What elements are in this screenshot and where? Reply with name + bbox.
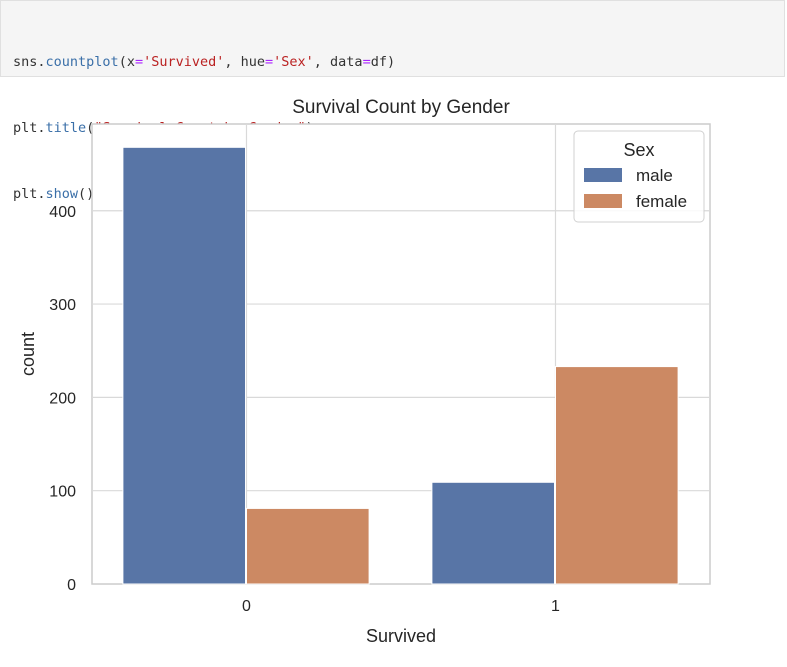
code-line-show: plt.show()	[13, 183, 772, 205]
code-token: , hue	[224, 54, 266, 70]
bar-female-1	[555, 366, 679, 585]
y-tick-label: 100	[49, 484, 76, 501]
code-token: =	[362, 54, 371, 70]
x-tick-label: 1	[551, 598, 560, 615]
y-axis-label: count	[18, 332, 38, 376]
legend: Sex male female	[573, 130, 705, 223]
code-token: countplot	[45, 54, 119, 70]
code-cell[interactable]: sns.countplot(x='Survived', hue='Sex', d…	[0, 0, 785, 202]
code-token: plt	[13, 120, 38, 136]
code-token: , data	[313, 54, 363, 70]
x-axis-label: Survived	[366, 626, 436, 646]
code-token: 'Sex'	[273, 54, 314, 70]
legend-title: Sex	[623, 140, 654, 160]
code-token: (x	[118, 54, 135, 70]
bar-male-1	[431, 481, 555, 585]
legend-label-male: male	[636, 166, 673, 185]
y-tick-labels: 0 100 200 300 400	[49, 204, 76, 594]
legend-label-female: female	[636, 192, 687, 211]
y-tick-label: 200	[49, 390, 76, 407]
code-token: df)	[370, 54, 396, 70]
y-tick-label: 300	[49, 297, 76, 314]
code-token: .	[37, 120, 46, 136]
code-token: =	[265, 54, 274, 70]
code-line-countplot: sns.countplot(x='Survived', hue='Sex', d…	[13, 51, 772, 73]
code-token: plt	[13, 186, 38, 202]
bar-female-0	[246, 507, 370, 585]
y-tick-label: 400	[49, 204, 76, 221]
code-token: =	[134, 54, 144, 70]
code-token: 'Survived'	[143, 54, 225, 70]
bars	[122, 146, 679, 585]
chart-title: Survival Count by Gender	[292, 97, 510, 118]
legend-swatch-male	[584, 168, 622, 182]
code-token: .	[37, 186, 46, 202]
x-tick-label: 0	[242, 598, 251, 615]
code-token: .	[37, 54, 46, 70]
code-token: sns	[13, 54, 38, 70]
code-token: title	[45, 120, 87, 136]
code-token: show	[45, 186, 79, 202]
code-token: (	[86, 120, 95, 136]
y-tick-label: 0	[67, 577, 76, 594]
legend-swatch-female	[584, 194, 622, 208]
bar-male-0	[122, 146, 246, 585]
code-token: ()	[78, 186, 95, 202]
